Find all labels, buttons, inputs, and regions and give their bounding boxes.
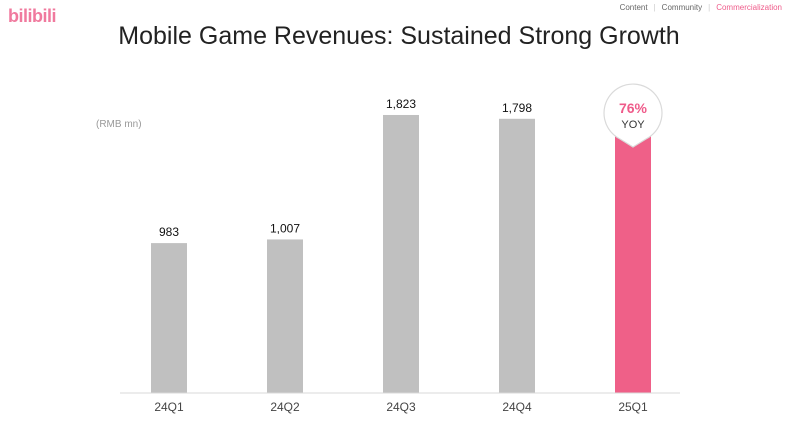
data-label-24q2: 1,007 — [270, 221, 300, 235]
x-tick-label-24q4: 24Q4 — [502, 400, 532, 414]
yoy-callout-value: 76% — [619, 100, 648, 116]
unit-label: (RMB mn) — [96, 119, 142, 130]
x-tick-label-24q2: 24Q2 — [270, 400, 300, 414]
page-title: Mobile Game Revenues: Sustained Strong G… — [118, 22, 680, 50]
bar-24q1 — [151, 243, 187, 393]
x-tick-label-24q1: 24Q1 — [154, 400, 184, 414]
nav-separator: | — [653, 3, 656, 12]
yoy-callout-bubble — [603, 83, 663, 148]
top-nav: Content | Community | Commercialization — [614, 3, 788, 12]
bilibili-logo: bilibili — [8, 6, 57, 26]
nav-commercialization[interactable]: Commercialization — [716, 3, 782, 12]
nav-content[interactable]: Content — [619, 3, 648, 12]
x-tick-label-24q3: 24Q3 — [386, 400, 416, 414]
yoy-callout-label: YOY — [621, 119, 645, 131]
bar-25q1 — [615, 129, 651, 393]
data-label-24q1: 983 — [159, 225, 179, 239]
bar-24q3 — [383, 114, 419, 394]
data-label-24q4: 1,798 — [502, 101, 532, 115]
data-label-24q3: 1,823 — [386, 97, 416, 111]
bar-24q4 — [499, 118, 535, 394]
nav-separator: | — [708, 3, 711, 12]
nav-community[interactable]: Community — [661, 3, 703, 12]
x-tick-label-25q1: 25Q1 — [618, 400, 648, 414]
bar-24q2 — [267, 239, 303, 393]
